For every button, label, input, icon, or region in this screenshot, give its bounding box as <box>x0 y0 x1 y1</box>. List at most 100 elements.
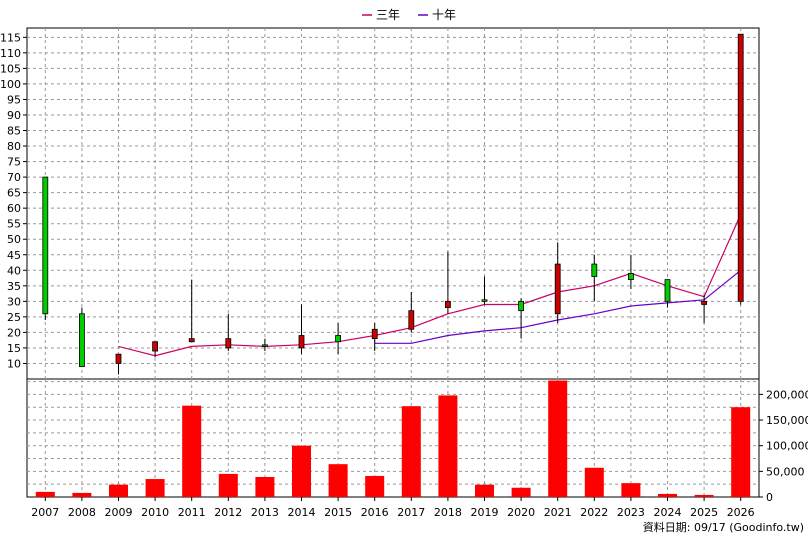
candlestick <box>261 338 268 352</box>
candlestick <box>701 295 707 324</box>
volume-tick-label: 150,000 <box>766 414 808 427</box>
candlestick <box>481 276 488 305</box>
candle-body <box>188 338 195 343</box>
price-tick-label: 85 <box>7 125 21 138</box>
price-tick-label: 75 <box>7 156 21 169</box>
candle-body <box>152 341 159 352</box>
volume-bar <box>438 395 458 497</box>
candle-body <box>261 344 268 347</box>
data-date-footer: 資料日期: 09/17 (Goodinfo.tw) <box>643 520 804 534</box>
candlestick <box>79 307 85 367</box>
legend-label: 三年 <box>376 8 400 22</box>
candlestick <box>591 254 598 302</box>
candle-body <box>225 338 232 349</box>
x-tick-label: 2023 <box>617 506 645 519</box>
candlestick <box>408 292 415 333</box>
price-tick-label: 70 <box>7 171 21 184</box>
x-tick-label: 2013 <box>251 506 279 519</box>
candle-body <box>628 272 634 281</box>
volume-tick-label: 50,000 <box>766 465 805 478</box>
candle-body <box>408 310 415 330</box>
candlestick <box>518 298 524 339</box>
x-tick-label: 2022 <box>580 506 608 519</box>
volume-bar <box>365 475 385 497</box>
volume-y-axis: 0 50,000 100,000 150,000 200,000 <box>759 388 808 504</box>
x-tick-label: 2025 <box>690 506 718 519</box>
candle-body <box>481 299 488 302</box>
price-tick-label: 80 <box>7 140 21 153</box>
candlestick <box>444 251 451 314</box>
x-tick-label: 2018 <box>434 506 462 519</box>
x-tick-label: 2010 <box>141 506 169 519</box>
volume-panel-frame <box>26 378 760 498</box>
price-tick-label: 45 <box>7 249 21 262</box>
candlesticks <box>42 33 744 375</box>
price-y-axis: 10 15 20 25 30 35 40 45 50 55 60 65 70 75 80 85 90 95 100 1… <box>0 31 27 370</box>
candlestick <box>371 323 378 352</box>
price-tick-label: 60 <box>7 202 21 215</box>
price-tick-label: 110 <box>0 47 21 60</box>
volume-bar <box>182 405 202 497</box>
x-tick-label: 2015 <box>324 506 352 519</box>
volume-bar <box>255 476 275 497</box>
candlestick <box>115 353 122 375</box>
candlestick <box>225 313 232 352</box>
series-line <box>118 214 742 357</box>
volume-bar <box>694 494 714 497</box>
candle-body <box>444 300 451 308</box>
x-tick-label: 2019 <box>471 506 499 519</box>
volume-bars <box>35 380 751 497</box>
x-tick-label: 2016 <box>361 506 389 519</box>
candle-body <box>664 279 671 302</box>
candle-body <box>298 335 305 349</box>
volume-bar <box>511 487 531 497</box>
volume-bar <box>658 493 677 497</box>
volume-bar <box>218 473 238 497</box>
price-tick-label: 25 <box>7 311 21 324</box>
candlestick <box>335 323 342 355</box>
price-grid <box>27 28 759 379</box>
price-tick-label: 50 <box>7 233 21 246</box>
candle-body <box>79 313 85 367</box>
volume-grid <box>27 379 759 497</box>
candlestick <box>298 304 305 355</box>
volume-tick-label: 0 <box>766 491 773 504</box>
volume-bar <box>72 492 92 497</box>
price-tick-label: 65 <box>7 187 21 200</box>
candlestick <box>554 242 561 324</box>
legend: 三年 十年 <box>362 8 456 22</box>
candle-body <box>42 176 49 315</box>
x-tick-label: 2007 <box>31 506 59 519</box>
candlestick <box>188 279 195 343</box>
price-tick-label: 40 <box>7 264 21 277</box>
price-tick-label: 20 <box>7 326 21 339</box>
price-tick-label: 95 <box>7 93 21 106</box>
x-tick-label: 2024 <box>654 506 682 519</box>
price-tick-label: 10 <box>7 357 21 370</box>
volume-tick-label: 200,000 <box>766 388 808 401</box>
candle-body <box>701 300 707 305</box>
volume-bar <box>401 406 421 497</box>
candle-body <box>518 300 524 312</box>
volume-bar <box>35 491 55 497</box>
candle-body <box>591 263 598 277</box>
price-tick-label: 90 <box>7 109 21 122</box>
x-tick-label: 2014 <box>288 506 316 519</box>
volume-bar <box>328 464 348 497</box>
volume-bar <box>548 380 568 497</box>
price-tick-label: 55 <box>7 218 21 231</box>
volume-tick-label: 100,000 <box>766 440 808 453</box>
volume-bar <box>731 407 751 497</box>
volume-bar <box>292 445 311 497</box>
volume-bar <box>145 479 165 497</box>
price-tick-label: 35 <box>7 280 21 293</box>
x-tick-label: 2020 <box>507 506 535 519</box>
volume-bar <box>621 483 641 497</box>
candlestick <box>152 341 159 358</box>
candle-body <box>371 328 378 340</box>
candle-body <box>737 33 744 302</box>
legend-label: 十年 <box>432 8 456 22</box>
volume-bar <box>109 484 128 497</box>
candle-body <box>554 263 561 315</box>
